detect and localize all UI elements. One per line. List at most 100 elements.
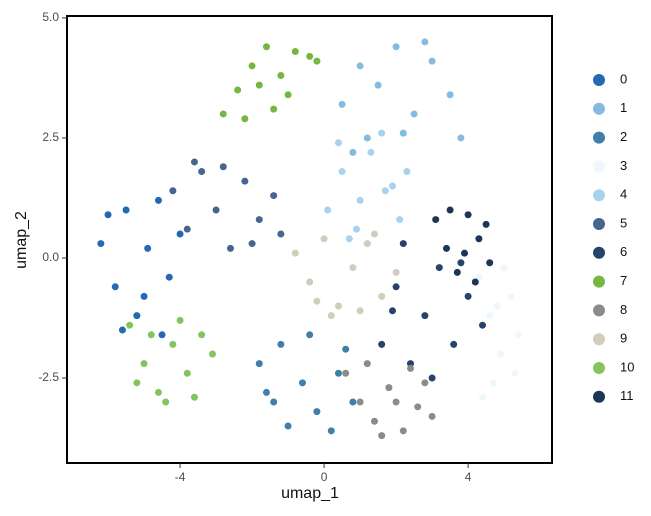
legend-label: 10 [620,359,634,374]
point [255,360,263,368]
legend-label: 1 [620,100,627,115]
point [248,240,256,248]
point [338,168,346,176]
point [334,369,342,377]
point [176,230,184,238]
legend-label: 7 [620,273,627,288]
y-tick-label: 0.0 [42,250,59,264]
point [140,292,148,300]
point [392,43,400,51]
point [507,292,515,300]
legend-label: 11 [620,388,634,403]
point [154,388,162,396]
point [363,360,371,368]
point [226,244,234,252]
y-tick-label: -2.5 [38,370,59,384]
y-tick-label: 2.5 [42,130,59,144]
point [349,264,357,272]
point [497,350,505,358]
point [392,283,400,291]
point [457,259,465,267]
legend-swatch [593,246,605,259]
point [378,129,386,137]
point [399,427,407,435]
point [198,331,206,339]
point [493,302,501,310]
point [392,268,400,276]
point [475,235,483,243]
point [446,91,454,99]
point [475,273,483,281]
point [104,211,112,219]
point [370,417,378,425]
point [306,278,314,286]
point [410,110,418,118]
point [262,388,270,396]
point [453,268,461,276]
point [284,422,292,430]
point [162,398,170,406]
point [342,369,350,377]
point [486,259,494,267]
point [363,240,371,248]
point [118,326,126,334]
point [140,360,148,368]
point [443,244,451,252]
point [403,168,411,176]
x-tick-label: 4 [465,470,472,484]
point [190,158,198,166]
point [511,369,519,377]
point [270,105,278,113]
point [327,427,335,435]
legend-swatch [593,304,605,317]
point [500,264,508,272]
legend-swatch [593,189,605,202]
point [385,384,393,392]
point [392,398,400,406]
point [461,249,469,257]
point [154,196,162,204]
point [349,148,357,156]
legend-label: 8 [620,302,627,317]
legend-label: 9 [620,331,627,346]
legend-label: 2 [620,129,627,144]
legend-label: 3 [620,158,627,173]
point [338,100,346,108]
point [370,230,378,238]
legend-swatch [593,362,605,374]
point [428,374,436,382]
point [352,225,360,233]
x-tick-label: -4 [175,470,186,484]
point [313,297,321,305]
point [471,278,479,286]
point [277,230,285,238]
point [320,235,328,243]
point [313,408,321,416]
point [183,369,191,377]
point [291,48,299,56]
point [277,340,285,348]
point [97,240,105,248]
point [421,38,429,46]
point [234,86,242,94]
point [270,192,278,200]
x-axis-label: umap_1 [281,485,339,502]
point [158,331,166,339]
legend-swatch [593,218,605,230]
point [457,134,465,142]
point [241,177,249,185]
point [345,235,353,243]
point [169,340,177,348]
point [133,312,141,320]
point [270,398,278,406]
point [464,292,472,300]
point [277,72,285,80]
point [291,249,299,257]
point [489,379,497,387]
point [414,403,422,411]
point [515,331,523,339]
legend-swatch [593,333,605,346]
point [356,398,364,406]
point [388,182,396,190]
